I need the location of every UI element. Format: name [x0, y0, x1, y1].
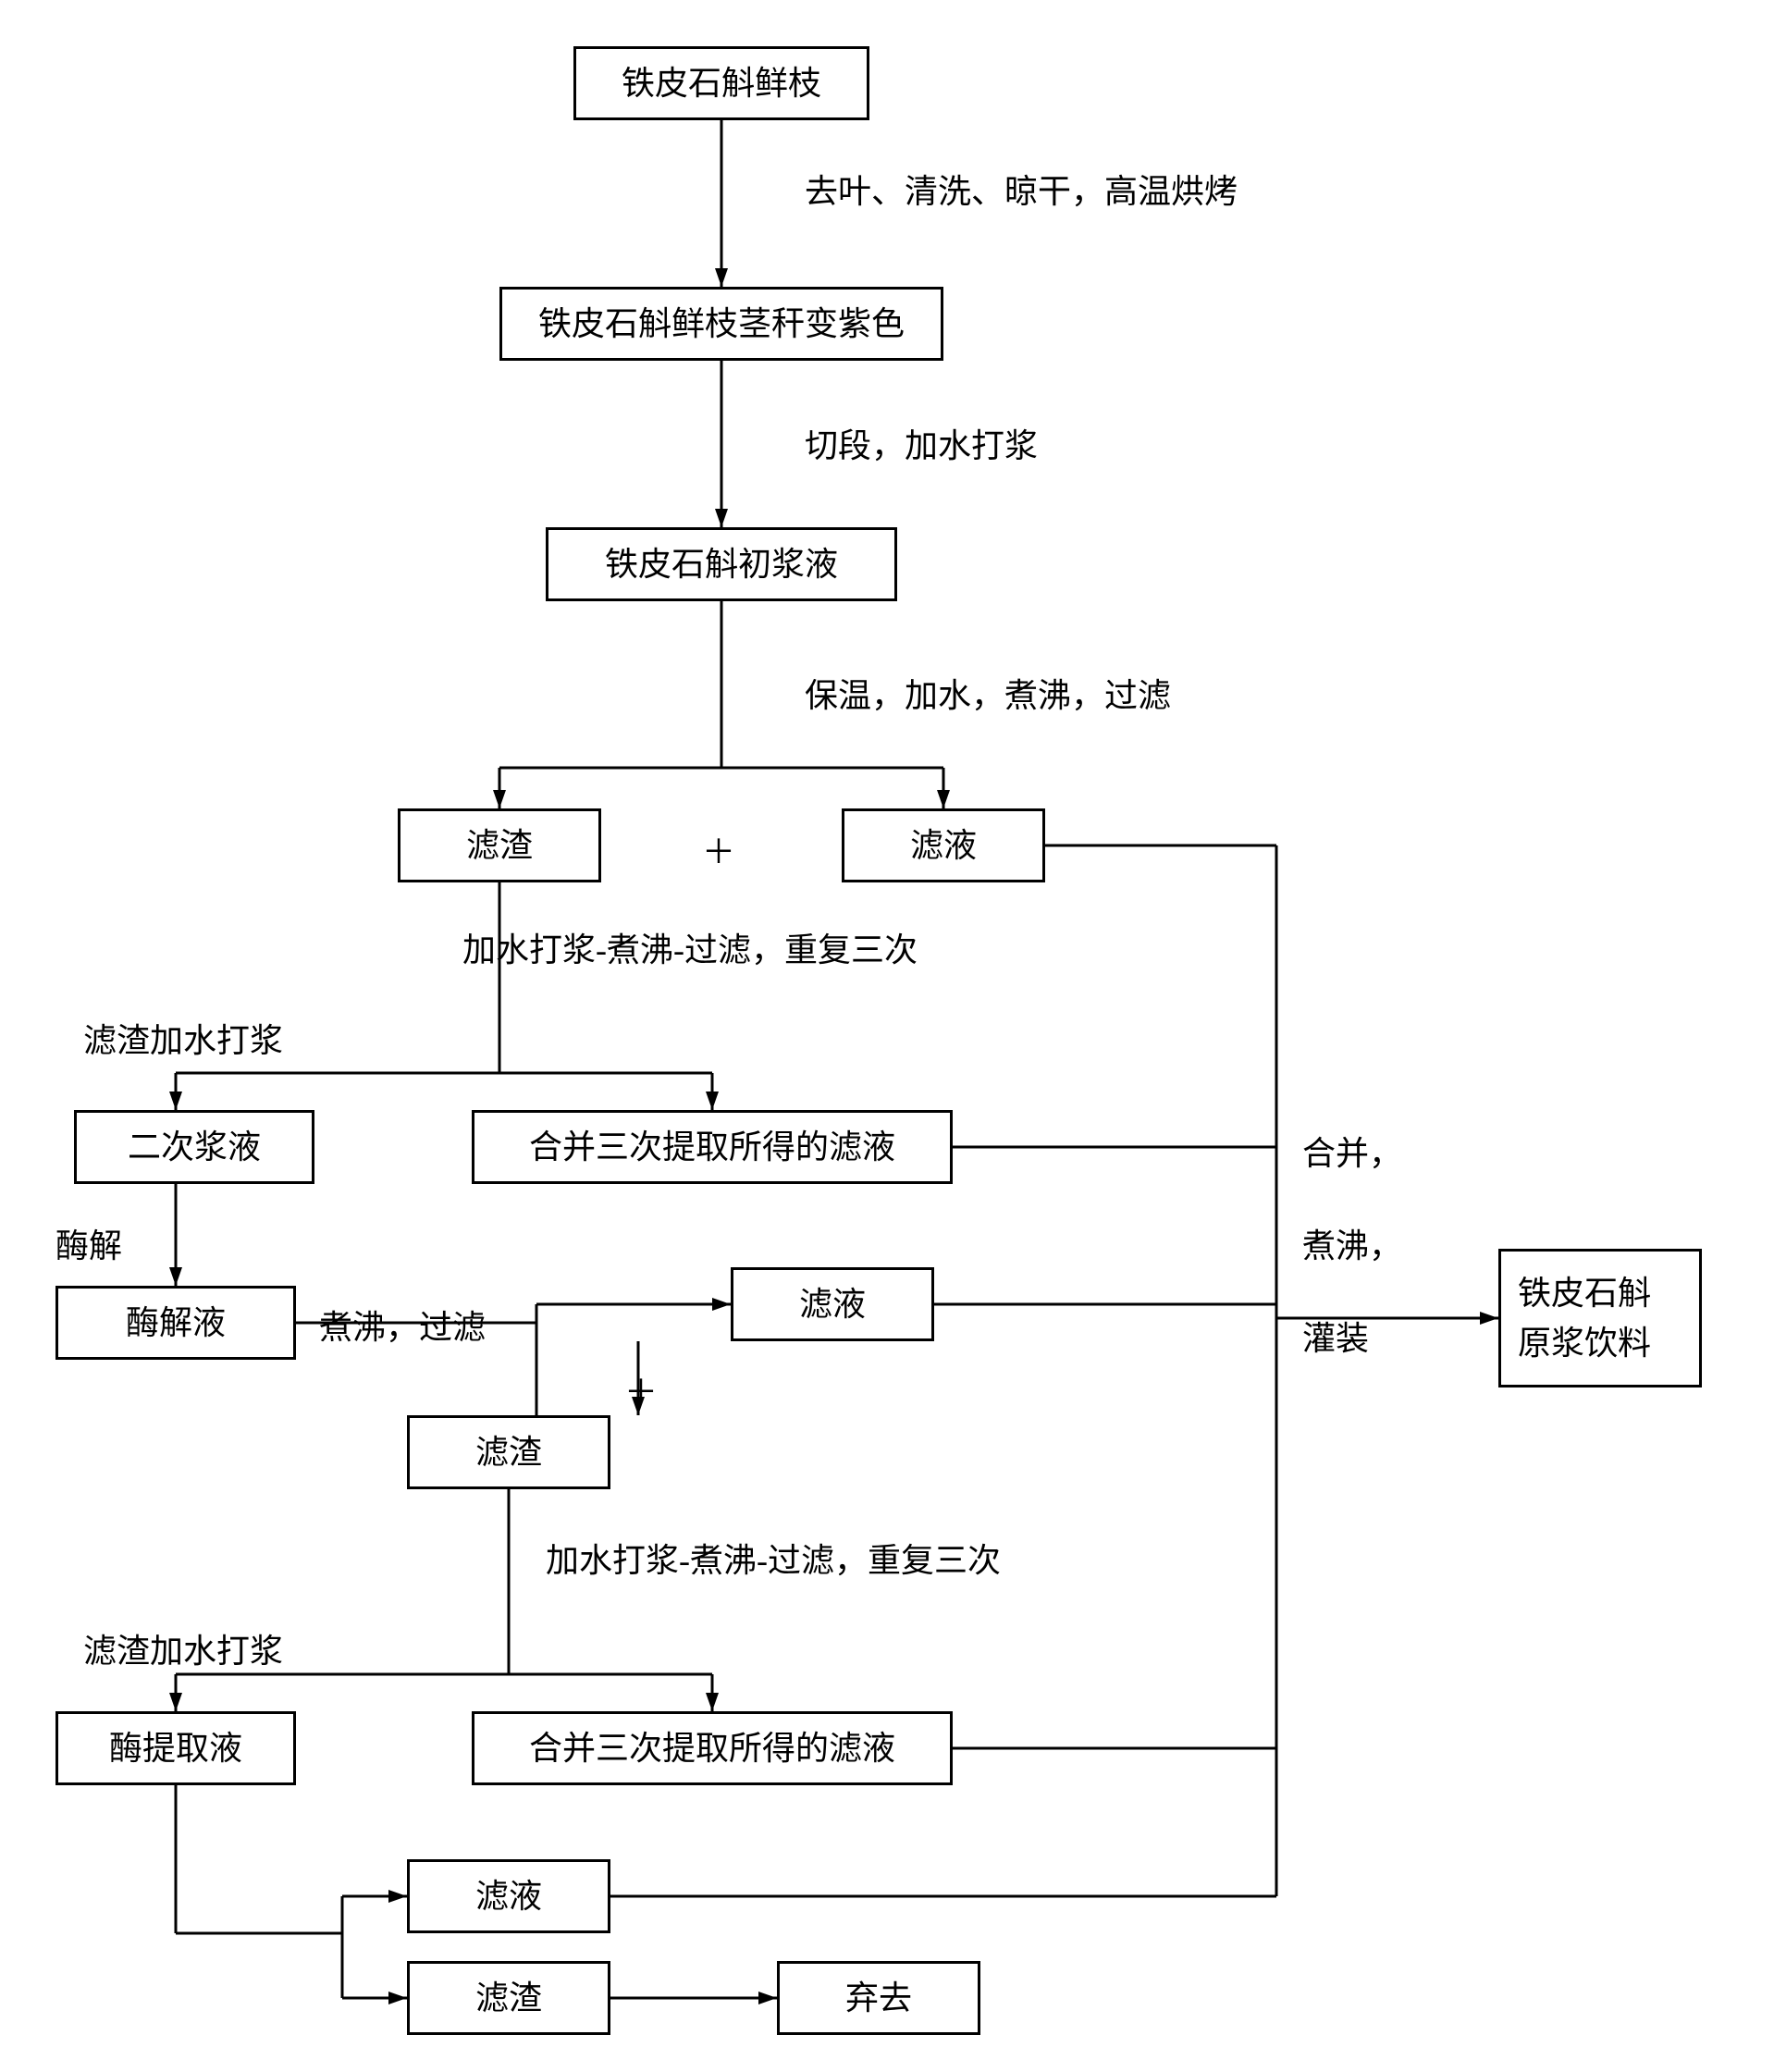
label-enzymolysis: 酶解 [55, 1221, 122, 1271]
node-text: 弃去 [845, 1973, 912, 2023]
label-boil-filter: 煮沸，过滤 [319, 1302, 486, 1352]
label-residue-slurry-a: 滤渣加水打浆 [83, 1016, 283, 1066]
box-secondary-slurry: 二次浆液 [74, 1110, 314, 1184]
label-residue-slurry-b: 滤渣加水打浆 [83, 1626, 283, 1676]
label-repeat-3x-a: 加水打浆-煮沸-过滤，重复三次 [462, 925, 918, 975]
label-boil: 煮沸， [1302, 1221, 1402, 1271]
label-plus-2: ＋ [624, 1367, 658, 1417]
node-text: 滤液 [475, 1871, 542, 1921]
label-step-1: 去叶、清洗、晾干，高温烘烤 [805, 166, 1238, 216]
node-text: 酶解液 [126, 1298, 226, 1348]
node-text: 滤液 [910, 820, 977, 870]
node-text: 滤渣 [475, 1427, 542, 1477]
box-enzyme-extract: 酶提取液 [55, 1711, 296, 1785]
box-filtrate-1: 滤液 [842, 808, 1045, 882]
box-product: 铁皮石斛 原浆饮料 [1498, 1249, 1702, 1388]
box-enzymatic-solution: 酶解液 [55, 1286, 296, 1360]
label-plus-1: ＋ [702, 827, 735, 877]
node-text: 酶提取液 [109, 1723, 242, 1773]
label-step-3: 保温，加水，煮沸，过滤 [805, 671, 1171, 721]
node-text: 滤渣 [466, 820, 533, 870]
label-step-2: 切段，加水打浆 [805, 421, 1038, 471]
node-text: 铁皮石斛鲜枝 [622, 58, 821, 108]
node-text: 合并三次提取所得的滤液 [529, 1723, 895, 1773]
box-discard: 弃去 [777, 1961, 980, 2035]
box-filtrate-2: 滤液 [731, 1267, 934, 1341]
box-merge-3x-b: 合并三次提取所得的滤液 [472, 1711, 953, 1785]
box-filtrate-3: 滤液 [407, 1859, 610, 1933]
box-residue-3: 滤渣 [407, 1961, 610, 2035]
box-primary-slurry: 铁皮石斛初浆液 [546, 527, 897, 601]
label-repeat-3x-b: 加水打浆-煮沸-过滤，重复三次 [546, 1536, 1001, 1585]
box-merge-3x-a: 合并三次提取所得的滤液 [472, 1110, 953, 1184]
node-text: 铁皮石斛鲜枝茎秆变紫色 [538, 299, 905, 349]
node-text: 滤液 [799, 1279, 866, 1329]
node-text: 铁皮石斛 原浆饮料 [1518, 1268, 1651, 1368]
node-text: 二次浆液 [128, 1122, 261, 1172]
node-text: 铁皮石斛初浆液 [605, 539, 838, 589]
node-text: 合并三次提取所得的滤液 [529, 1122, 895, 1172]
label-merge: 合并， [1302, 1128, 1402, 1178]
node-text: 滤渣 [475, 1973, 542, 2023]
flowchart-diagram: 铁皮石斛鲜枝 铁皮石斛鲜枝茎秆变紫色 铁皮石斛初浆液 滤渣 滤液 二次浆液 合并… [0, 0, 1774, 2072]
box-residue-2: 滤渣 [407, 1415, 610, 1489]
box-residue-1: 滤渣 [398, 808, 601, 882]
box-fresh-branch: 铁皮石斛鲜枝 [573, 46, 869, 120]
box-stem-purple: 铁皮石斛鲜枝茎秆变紫色 [499, 287, 943, 361]
label-fill: 灌装 [1302, 1314, 1369, 1363]
